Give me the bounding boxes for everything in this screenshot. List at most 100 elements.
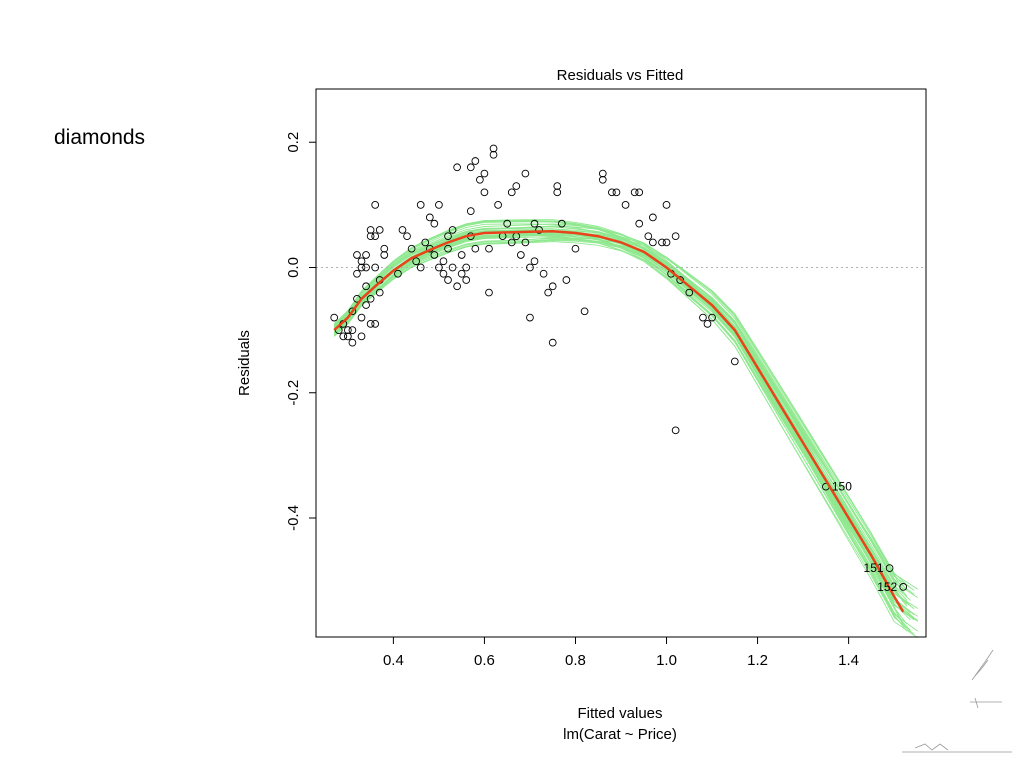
data-point (703, 320, 712, 328)
bootstrap-line (333, 226, 904, 594)
data-point (357, 332, 366, 341)
data-point (457, 251, 466, 259)
data-point (403, 232, 411, 241)
data-point (730, 357, 739, 366)
plot-frame (315, 88, 927, 638)
data-point (494, 201, 502, 209)
data-point (466, 163, 475, 172)
data-point (348, 307, 357, 316)
data-point (407, 244, 416, 253)
data-point (371, 201, 380, 209)
data-point (699, 313, 707, 322)
data-point (357, 257, 366, 266)
data-point (466, 207, 475, 215)
bootstrap-line (333, 237, 908, 597)
data-point (535, 226, 543, 234)
data-point (366, 232, 375, 241)
data-point (485, 288, 493, 297)
data-point (448, 226, 457, 234)
smooth-line (333, 229, 905, 613)
data-point (344, 326, 352, 334)
data-point (612, 188, 621, 197)
data-point (662, 201, 671, 209)
data-point (416, 201, 425, 209)
data-point (362, 282, 370, 291)
data-point (371, 263, 380, 272)
data-point (489, 150, 498, 159)
data-point (439, 269, 448, 278)
data-point (553, 188, 562, 197)
x-tick-label: 0.4 (383, 652, 404, 669)
data-point (366, 294, 375, 303)
bootstrap-line (333, 229, 919, 622)
y-tick-label: -0.2 (285, 380, 302, 406)
data-point (330, 313, 339, 322)
data-point (421, 238, 430, 247)
point-label: 150 (832, 480, 852, 494)
x-tick-label: 1.2 (747, 652, 768, 669)
data-point (375, 226, 384, 234)
data-point (462, 276, 471, 284)
bootstrap-line (333, 231, 908, 629)
data-point (362, 263, 370, 272)
data-point (526, 263, 534, 272)
data-point (635, 219, 644, 228)
bootstrap-line (333, 230, 904, 614)
bootstrap-line (333, 229, 911, 633)
data-point (380, 244, 389, 253)
data-point (416, 263, 425, 272)
data-point (471, 244, 480, 253)
data-point (562, 276, 571, 284)
bootstrap-line (333, 220, 911, 607)
data-point (685, 288, 694, 297)
data-point (507, 188, 516, 197)
data-point (435, 201, 443, 209)
bootstrap-smooth-lines (333, 219, 919, 639)
data-point (539, 269, 548, 278)
x-axis: 0.4 0.6 0.8 1.0 1.2 1.4 (383, 636, 859, 669)
bootstrap-line (333, 223, 904, 591)
data-point (512, 182, 521, 190)
bootstrap-line (333, 230, 915, 615)
data-point (448, 263, 457, 272)
bootstrap-line (333, 219, 915, 591)
y-axis-label: Residuals (236, 330, 253, 396)
bootstrap-line (333, 228, 915, 619)
data-point (485, 244, 493, 253)
bootstrap-line (333, 220, 919, 621)
x-tick-label: 1.0 (656, 652, 677, 669)
data-point (412, 257, 420, 266)
data-point (480, 169, 489, 178)
bootstrap-line (333, 231, 915, 616)
data-point (439, 257, 448, 266)
data-point (548, 282, 557, 291)
decorative-scribble (902, 649, 1012, 753)
data-point (394, 269, 402, 278)
bootstrap-line (333, 233, 911, 621)
bootstrap-line (333, 229, 919, 609)
bootstrap-line (333, 232, 911, 607)
data-point (425, 213, 434, 222)
data-point (530, 257, 539, 266)
data-point (635, 188, 644, 197)
data-point (476, 175, 484, 184)
x-tick-label: 0.6 (474, 652, 495, 669)
bootstrap-line (333, 223, 904, 625)
data-point (598, 169, 607, 178)
y-tick-label: 0.0 (285, 257, 302, 278)
data-point (571, 244, 580, 253)
data-point (348, 326, 357, 334)
model-formula-label: lm(Carat ~ Price) (563, 726, 677, 743)
data-point (366, 226, 375, 234)
data-point (530, 219, 539, 228)
bootstrap-line (333, 228, 908, 601)
data-point (430, 251, 439, 259)
data-point (507, 238, 516, 247)
bootstrap-line (333, 234, 919, 639)
data-point (521, 169, 530, 178)
data-point (398, 226, 407, 234)
data-point (649, 213, 657, 222)
data-point (658, 238, 666, 247)
bootstrap-line (333, 236, 911, 614)
data-point (708, 313, 716, 322)
